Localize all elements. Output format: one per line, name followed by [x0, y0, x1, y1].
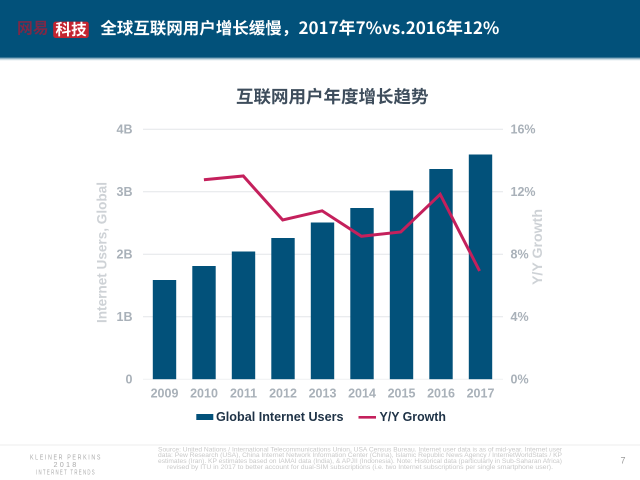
svg-text:2013: 2013 — [309, 387, 337, 401]
svg-text:2012: 2012 — [269, 387, 297, 401]
svg-text:4%: 4% — [511, 310, 529, 324]
svg-text:2009: 2009 — [151, 387, 179, 401]
svg-text:4B: 4B — [117, 123, 133, 137]
svg-text:8%: 8% — [511, 248, 529, 262]
svg-text:12%: 12% — [511, 185, 536, 199]
svg-text:2010: 2010 — [190, 387, 218, 401]
svg-text:2015: 2015 — [388, 387, 416, 401]
svg-text:3B: 3B — [117, 185, 133, 199]
svg-text:2014: 2014 — [348, 387, 376, 401]
svg-text:1B: 1B — [117, 310, 133, 324]
svg-text:2018: 2018 — [54, 460, 79, 469]
svg-text:16%: 16% — [511, 123, 536, 137]
svg-text:Source: United Nations / Inter: Source: United Nations / International T… — [158, 446, 562, 453]
svg-text:Internet Users, Global: Internet Users, Global — [95, 182, 110, 323]
svg-text:KLEINER PERKINS: KLEINER PERKINS — [30, 453, 102, 462]
svg-text:estimates (Iran). KP estimates: estimates (Iran). KP estimates based on … — [158, 458, 562, 465]
svg-text:0%: 0% — [511, 373, 529, 387]
svg-text:2016: 2016 — [427, 387, 455, 401]
svg-text:0: 0 — [126, 373, 133, 387]
svg-text:data: Pew Research (USA), Chin: data: Pew Research (USA), China Internet… — [158, 452, 562, 459]
svg-text:Y/Y Growth: Y/Y Growth — [530, 209, 545, 285]
svg-text:revised by ITU in 2017 to bett: revised by ITU in 2017 to better account… — [167, 464, 553, 471]
svg-text:2017: 2017 — [467, 387, 495, 401]
svg-text:Global Internet Users: Global Internet Users — [216, 409, 344, 424]
svg-text:Y/Y Growth: Y/Y Growth — [380, 409, 447, 424]
svg-text:INTERNET TRENDS: INTERNET TRENDS — [36, 468, 96, 477]
svg-text:2B: 2B — [117, 248, 133, 262]
svg-text:7: 7 — [620, 456, 625, 466]
svg-text:2011: 2011 — [230, 387, 257, 401]
